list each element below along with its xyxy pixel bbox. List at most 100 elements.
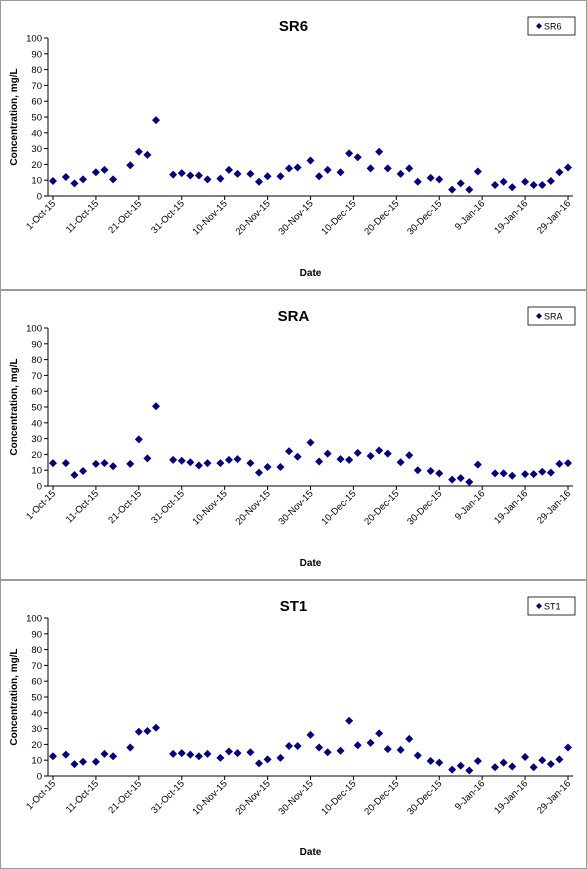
y-tick-label: 50	[31, 113, 42, 124]
chart-title: ST1	[280, 598, 308, 615]
x-tick-label: 20-Nov-15	[234, 488, 273, 527]
x-tick-label: 29-Jan-16	[535, 198, 573, 236]
data-point	[491, 469, 500, 478]
data-point	[375, 729, 384, 738]
data-point	[555, 755, 564, 764]
y-tick-label: 70	[31, 371, 42, 382]
data-point	[126, 743, 135, 752]
data-point	[152, 723, 160, 732]
data-point	[383, 745, 392, 754]
data-point	[216, 459, 225, 468]
y-tick-label: 20	[31, 450, 42, 461]
data-point	[194, 171, 203, 180]
data-point	[448, 765, 457, 774]
x-tick-label: 10-Dec-15	[319, 198, 358, 237]
data-point	[169, 455, 178, 464]
x-tick-label: 1-Oct-15	[24, 198, 58, 232]
y-axis-title: Concentration, mg/L	[9, 648, 20, 745]
data-point	[353, 153, 362, 162]
data-point	[465, 185, 474, 194]
y-tick-label: 80	[31, 65, 42, 76]
data-point	[426, 756, 435, 765]
data-point	[246, 459, 255, 468]
data-point	[456, 474, 465, 483]
chart-svg: SR6 0 10 20 30 40 50 60 70 80 90 100 1-Oct-15 11-Oct-…	[9, 16, 576, 279]
data-point	[49, 459, 57, 468]
x-tick-label: 10-Dec-15	[319, 778, 358, 817]
x-tick-label: 29-Jan-16	[535, 778, 573, 816]
data-point	[91, 459, 100, 468]
data-point	[276, 753, 285, 762]
data-point	[521, 753, 530, 762]
legend-marker	[536, 313, 542, 319]
data-point	[203, 459, 212, 468]
y-axis-title: Concentration, mg/L	[9, 358, 20, 455]
x-tick-label: 10-Nov-15	[191, 778, 230, 817]
data-point	[263, 755, 272, 764]
x-tick-label: 20-Nov-15	[234, 198, 273, 237]
data-point	[413, 177, 422, 186]
x-tick-label: 31-Oct-15	[149, 488, 187, 526]
data-point	[91, 168, 100, 177]
data-point	[426, 173, 435, 182]
y-tick-label: 80	[31, 645, 42, 656]
legend-marker	[536, 23, 542, 29]
data-point	[306, 438, 315, 447]
data-point	[564, 459, 572, 468]
data-point	[538, 180, 547, 189]
data-point	[508, 762, 517, 771]
legend: SR6	[527, 16, 576, 36]
x-tick-label: 19-Jan-16	[492, 198, 530, 236]
series-sra	[49, 402, 572, 487]
y-tick-label: 50	[31, 403, 42, 414]
data-point	[521, 470, 530, 479]
data-point	[473, 167, 482, 176]
chart-panel-sra: SRA 0 10 20 30 40 50 60 70 80 90 100 1-Oct-15 11-Oct-…	[0, 290, 587, 580]
y-tick-label: 10	[31, 466, 42, 477]
y-tick-label: 40	[31, 418, 42, 429]
data-point	[448, 185, 457, 194]
x-tick-label: 20-Dec-15	[362, 198, 401, 237]
series-sr6	[49, 116, 572, 194]
data-point	[555, 459, 564, 468]
data-point	[255, 759, 263, 768]
x-tick-label: 1-Oct-15	[24, 778, 58, 812]
x-tick-label: 11-Oct-15	[64, 488, 101, 525]
data-point	[293, 452, 302, 461]
x-tick-label: 30-Nov-15	[276, 488, 315, 527]
y-tick-label: 90	[31, 49, 42, 60]
data-point	[126, 459, 135, 468]
data-point	[216, 174, 225, 183]
y-tick-label: 100	[26, 34, 42, 45]
data-point	[413, 466, 422, 475]
data-point	[61, 173, 70, 182]
y-tick-label: 70	[31, 81, 42, 92]
data-point	[61, 459, 70, 468]
legend-marker	[536, 603, 542, 609]
data-point	[375, 446, 384, 455]
data-point	[233, 749, 242, 758]
data-point	[143, 726, 152, 735]
data-point	[224, 165, 233, 174]
y-tick-label: 100	[26, 324, 42, 335]
data-point	[109, 752, 118, 761]
data-point	[366, 164, 375, 173]
legend-label: SR6	[544, 22, 562, 32]
x-tick-label: 31-Oct-15	[149, 778, 187, 816]
y-tick-label: 90	[31, 629, 42, 640]
y-tick-label: 0	[37, 192, 42, 203]
data-point	[293, 741, 302, 750]
data-point	[100, 165, 109, 174]
data-point	[70, 760, 79, 769]
y-tick-label: 30	[31, 724, 42, 735]
data-point	[276, 172, 285, 181]
data-point	[126, 161, 135, 170]
data-point	[49, 176, 57, 185]
data-point	[70, 179, 79, 188]
data-point	[508, 183, 517, 192]
data-point	[546, 760, 555, 769]
x-tick-label: 1-Oct-15	[24, 488, 58, 522]
series-st1	[49, 716, 572, 775]
chart-panel-sr6: SR6 0 10 20 30 40 50 60 70 80 90 100 1-Oct-15 11-Oct-…	[0, 0, 587, 290]
data-point	[203, 175, 212, 184]
